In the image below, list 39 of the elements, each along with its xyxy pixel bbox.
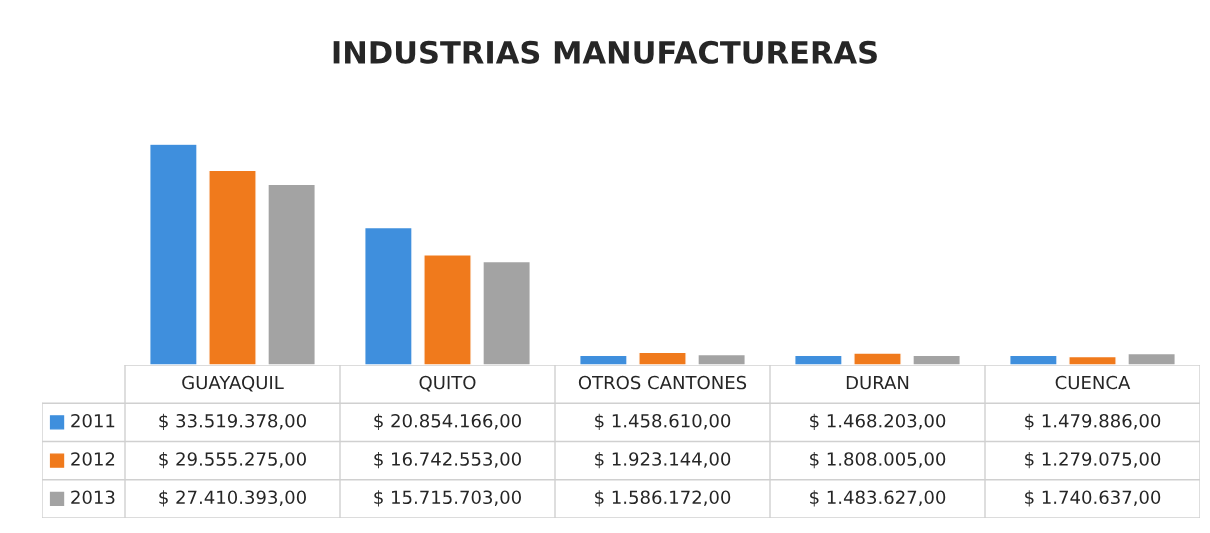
legend-label: 2012 xyxy=(71,452,115,466)
bar xyxy=(1009,354,1058,365)
bar xyxy=(1068,355,1117,365)
data-label: $ 1.740.637,00 xyxy=(1025,490,1161,507)
data-label: $ 1.468.203,00 xyxy=(810,413,946,431)
data-label: $ 1.458.610,00 xyxy=(595,413,731,431)
bar xyxy=(267,183,316,365)
data-label: $ 16.742.553,00 xyxy=(374,451,521,469)
data-label: $ 1.923.144,00 xyxy=(595,451,731,469)
bar xyxy=(423,254,472,365)
bar xyxy=(1127,352,1176,365)
bar xyxy=(853,352,902,365)
x-tick-label: QUITO xyxy=(419,375,476,392)
bar xyxy=(794,354,843,365)
data-label: $ 1.483.627,00 xyxy=(810,490,946,507)
bar xyxy=(208,169,257,365)
data-label: $ 1.279.075,00 xyxy=(1025,451,1161,469)
bar xyxy=(697,353,746,365)
data-label: $ 1.808.005,00 xyxy=(810,451,946,469)
bar xyxy=(912,354,961,365)
x-tick-label: CUENCA xyxy=(1055,375,1131,390)
data-label: $ 15.715.703,00 xyxy=(374,490,521,507)
data-label: $ 1.586.172,00 xyxy=(595,490,731,507)
bar xyxy=(149,143,198,365)
data-label: $ 1.479.886,00 xyxy=(1025,413,1161,431)
bar xyxy=(579,354,628,365)
x-tick-label: DURAN xyxy=(846,375,909,390)
data-label: $ 33.519.378,00 xyxy=(159,413,306,431)
chart-title: INDUSTRIAS MANUFACTURERAS xyxy=(333,40,877,64)
legend-label: 2011 xyxy=(71,413,115,428)
x-tick-label: OTROS CANTONES xyxy=(578,375,747,390)
bar xyxy=(482,260,531,365)
data-label: $ 27.410.393,00 xyxy=(159,490,306,507)
bar xyxy=(638,351,687,365)
data-label: $ 20.854.166,00 xyxy=(374,413,521,431)
bar xyxy=(364,226,413,365)
legend-label: 2013 xyxy=(71,490,115,505)
data-label: $ 29.555.275,00 xyxy=(159,451,306,469)
x-tick-label: GUAYAQUIL xyxy=(182,375,284,392)
